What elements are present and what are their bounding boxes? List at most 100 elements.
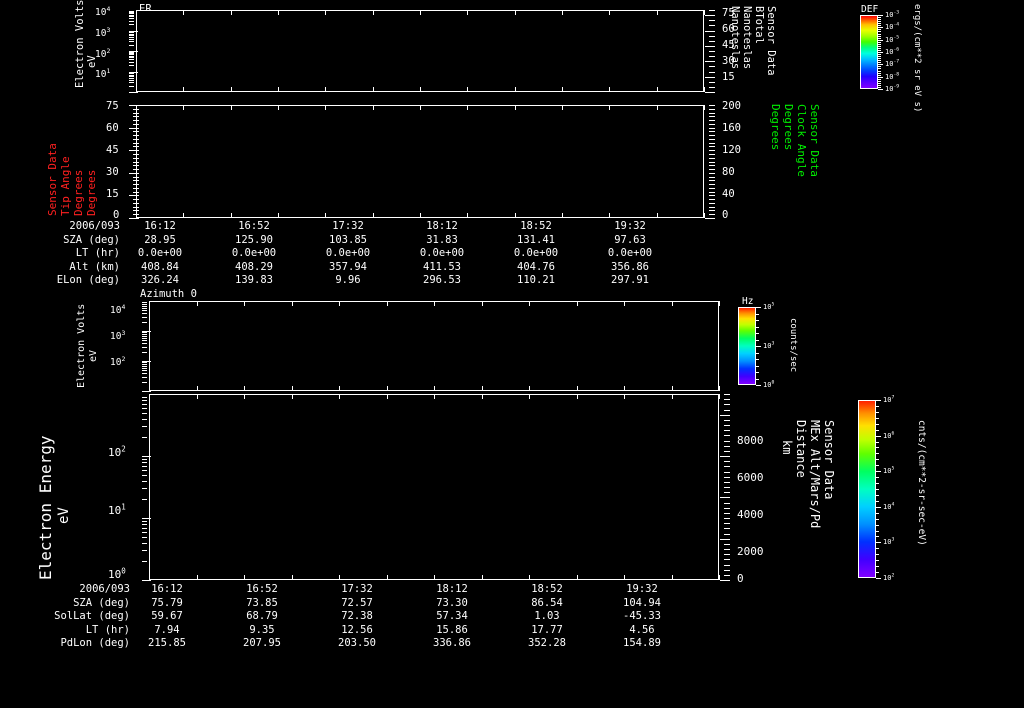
tick-mark <box>142 308 147 309</box>
tick-mark <box>292 394 293 399</box>
tick-mark <box>373 213 374 218</box>
panel2-right-axis-label-deg1: Degrees <box>782 104 795 151</box>
table-row-label: SolLat (deg) <box>54 610 130 622</box>
colorbar-minor-tick <box>876 465 879 466</box>
table-cell: 17:32 <box>341 583 373 595</box>
table-cell: 207.95 <box>243 637 281 649</box>
tick-mark <box>142 521 147 522</box>
tick-mark <box>709 188 715 189</box>
panel1-y2tick-30: 30 <box>722 55 735 67</box>
table-cell: 336.86 <box>433 637 471 649</box>
tick-mark <box>142 338 147 339</box>
tick-mark <box>133 116 139 117</box>
table-row-label: SZA (deg) <box>63 233 120 246</box>
colorbar-cnts-units: cnts/(cm**2-sr-sec-eV) <box>916 420 927 546</box>
colorbar-minor-tick <box>878 60 881 61</box>
colorbar-minor-tick <box>878 54 881 55</box>
colorbar-minor-tick <box>756 327 759 328</box>
tick-mark <box>709 120 715 121</box>
tick-mark <box>129 80 134 81</box>
tick-mark <box>142 373 147 374</box>
table-cell: 18:52 <box>531 583 563 595</box>
panel1-ytick-1e3: 103 <box>95 25 111 39</box>
tick-mark <box>672 301 673 306</box>
tick-mark <box>724 492 730 493</box>
colorbar-minor-tick <box>876 430 879 431</box>
tick-mark <box>149 394 150 399</box>
tick-mark <box>609 87 610 92</box>
colorbar-minor-tick <box>876 519 879 520</box>
tick-mark <box>133 158 139 159</box>
tick-mark <box>529 386 530 391</box>
colorbar-tick-label: 10-8 <box>885 72 900 81</box>
colorbar-minor-tick <box>876 418 879 419</box>
tick-mark <box>434 394 435 399</box>
colorbar-minor-tick <box>878 56 881 57</box>
tick-mark <box>709 105 715 106</box>
tick-mark <box>709 177 715 178</box>
tick-mark <box>724 513 730 514</box>
tick-mark <box>515 87 516 92</box>
tick-mark <box>709 180 715 181</box>
colorbar-tick-mark <box>878 15 883 16</box>
panel2-left-axis-label-sensor: Sensor Data <box>46 143 59 216</box>
tick-mark <box>373 105 374 110</box>
tick-mark <box>709 135 715 136</box>
tick-mark <box>720 456 730 457</box>
panel2-left-axis-label-deg2: Degrees <box>85 169 98 216</box>
tick-mark <box>183 87 184 92</box>
tick-mark <box>183 10 184 15</box>
tick-mark <box>142 377 147 378</box>
table-cell: 18:12 <box>426 220 458 232</box>
tick-mark <box>709 66 715 67</box>
panel4-left-axis-units: eV <box>56 507 72 524</box>
colorbar-tick-label: 102 <box>883 573 895 582</box>
colorbar-minor-tick <box>878 36 881 37</box>
table-cell: 4.56 <box>629 623 655 636</box>
colorbar-tick-label: 10-6 <box>885 47 900 56</box>
tick-mark <box>142 302 147 303</box>
colorbar-minor-tick <box>878 85 881 86</box>
tick-mark <box>129 72 138 73</box>
tick-mark <box>709 82 715 83</box>
tick-mark <box>142 466 147 467</box>
tick-mark <box>577 575 578 580</box>
tick-mark <box>704 213 705 218</box>
colorbar-minor-tick <box>878 42 881 43</box>
colorbar-minor-tick <box>876 442 879 443</box>
panel2-left-axis-label-tip: Tip Angle <box>59 156 72 216</box>
tick-mark <box>142 475 147 476</box>
tick-mark <box>149 386 150 391</box>
tick-mark <box>705 92 715 93</box>
tick-mark <box>129 56 134 57</box>
tick-mark <box>142 332 147 333</box>
colorbar-minor-tick <box>876 447 879 448</box>
tick-mark <box>709 214 715 215</box>
colorbar-def-units: ergs/(cm**2 sr eV s) <box>912 4 922 113</box>
tick-mark <box>133 180 139 181</box>
table-cell: 73.30 <box>436 596 468 609</box>
panel2-ytick-60: 60 <box>106 122 119 134</box>
tick-mark <box>657 87 658 92</box>
colorbar-tick-mark <box>878 27 883 28</box>
tick-mark <box>434 575 435 580</box>
tick-mark <box>467 105 468 110</box>
tick-mark <box>142 528 147 529</box>
colorbar-tick-mark <box>878 77 883 78</box>
colorbar-tick-label: 106 <box>883 431 895 440</box>
panel2-ytick-45: 45 <box>106 144 119 156</box>
tick-mark <box>129 31 138 32</box>
panel4-right-axis-label-mex: MEx Alt/Mars/Pd <box>808 420 822 529</box>
colorbar-minor-tick <box>756 359 759 360</box>
tick-mark <box>709 165 715 166</box>
tick-mark <box>724 404 730 405</box>
tick-mark <box>278 10 279 15</box>
table-cell: 7.94 <box>154 623 180 636</box>
tick-mark <box>724 528 730 529</box>
table-cell: 17:32 <box>332 220 364 232</box>
panel3-frame <box>149 301 719 391</box>
tick-mark <box>709 41 715 42</box>
tick-mark <box>197 386 198 391</box>
panel3-ytick-1e4: 104 <box>110 302 126 316</box>
tick-mark <box>129 52 134 53</box>
